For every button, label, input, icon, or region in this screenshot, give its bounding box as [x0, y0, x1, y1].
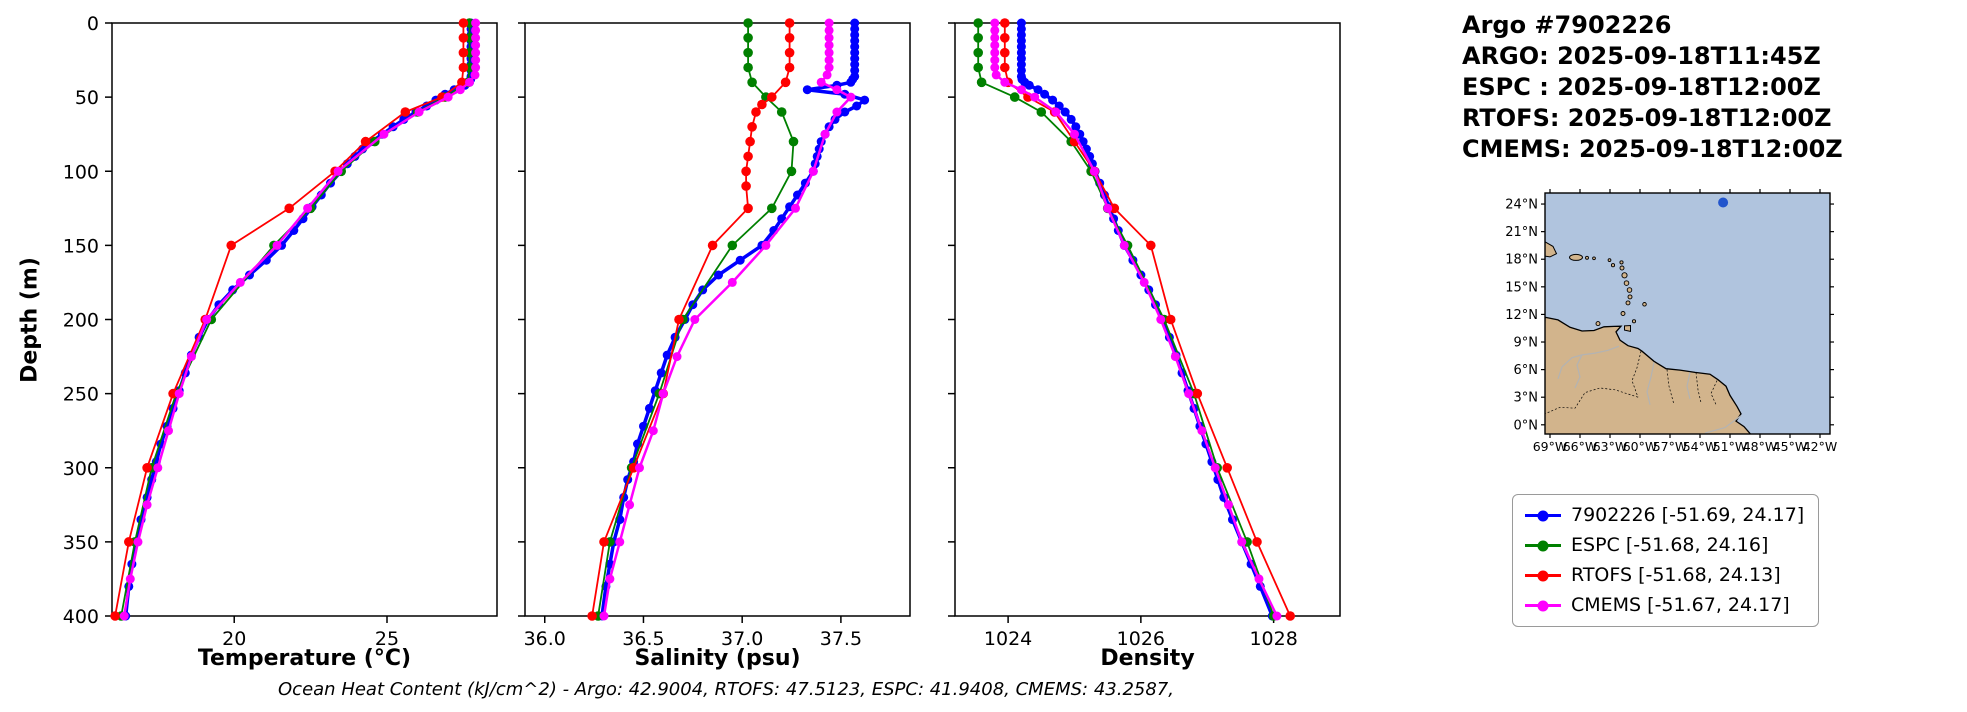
legend-marker-rtofs-icon	[1537, 570, 1549, 581]
legend-item-argo: 7902226 [-51.69, 24.17]	[1525, 503, 1804, 528]
ocean-heat-content-caption: Ocean Heat Content (kJ/cm^2) - Argo: 42.…	[278, 679, 1174, 700]
map-river	[1686, 372, 1691, 400]
series-ESPC-line	[597, 23, 795, 617]
legend-line-rtofs-icon	[1525, 570, 1561, 581]
svg-text:63°W: 63°W	[1593, 439, 1628, 454]
svg-text:36.0: 36.0	[524, 628, 566, 650]
svg-text:3°N: 3°N	[1514, 391, 1539, 406]
map-border	[1666, 369, 1675, 405]
svg-text:42°W: 42°W	[1803, 439, 1838, 454]
x-axis-title-density: Density	[1100, 646, 1195, 671]
svg-text:400: 400	[63, 606, 99, 628]
svg-text:1024: 1024	[984, 628, 1032, 650]
map-border	[1695, 372, 1702, 403]
svg-text:15°N: 15°N	[1505, 280, 1538, 295]
svg-text:200: 200	[63, 310, 99, 332]
svg-text:37.0: 37.0	[721, 628, 763, 650]
svg-text:25: 25	[375, 628, 399, 650]
svg-text:18°N: 18°N	[1505, 253, 1538, 268]
svg-text:100: 100	[63, 161, 99, 183]
svg-text:69°W: 69°W	[1533, 439, 1568, 454]
map-border	[1545, 387, 1639, 415]
map-river	[1646, 362, 1655, 405]
svg-text:1028: 1028	[1249, 628, 1297, 650]
svg-text:6°N: 6°N	[1514, 363, 1539, 378]
svg-text:350: 350	[63, 532, 99, 554]
info-line-cmems-time: CMEMS: 2025-09-18T12:00Z	[1462, 135, 1843, 163]
panel-ticks: 36.0 36.5 37.0 37.5	[518, 22, 862, 650]
legend-item-espc: ESPC [-51.68, 24.16]	[1525, 533, 1804, 558]
map-river	[1574, 354, 1583, 389]
svg-text:36.5: 36.5	[622, 628, 664, 650]
svg-text:57°W: 57°W	[1653, 439, 1688, 454]
svg-text:0: 0	[87, 13, 99, 35]
y-axis-label: Depth (m)	[17, 257, 43, 383]
float-position-dot	[1718, 197, 1729, 208]
panel-ticks: 1024 1026 1028	[948, 22, 1298, 650]
map-river	[1704, 415, 1742, 434]
x-axis-title-temperature: Temperature (°C)	[197, 646, 412, 671]
map-islands	[1545, 241, 1647, 333]
svg-text:24°N: 24°N	[1505, 198, 1538, 213]
map-border	[1631, 351, 1642, 398]
svg-text:66°W: 66°W	[1563, 439, 1598, 454]
panel-frame	[524, 22, 911, 617]
panel-frame	[111, 22, 498, 617]
svg-text:50: 50	[75, 87, 99, 109]
legend-label-espc: ESPC [-51.68, 24.16]	[1571, 534, 1769, 556]
svg-text:150: 150	[63, 235, 99, 257]
legend-item-cmems: CMEMS [-51.67, 24.17]	[1525, 593, 1804, 618]
info-line-rtofs-time: RTOFS: 2025-09-18T12:00Z	[1462, 104, 1832, 132]
legend-line-argo-icon	[1525, 510, 1561, 521]
panel-density: 1024 1026 1028	[948, 18, 1341, 650]
map-geography	[1545, 241, 1752, 434]
svg-text:45°W: 45°W	[1773, 439, 1808, 454]
legend-label-rtofs: RTOFS [-51.68, 24.13]	[1571, 564, 1781, 586]
svg-text:60°W: 60°W	[1623, 439, 1658, 454]
svg-text:54°W: 54°W	[1683, 439, 1718, 454]
series-RTOFS-line	[114, 23, 465, 617]
info-line-espc-time: ESPC : 2025-09-18T12:00Z	[1462, 73, 1821, 101]
svg-text:1026: 1026	[1117, 628, 1165, 650]
info-line-argo-time: ARGO: 2025-09-18T11:45Z	[1462, 42, 1821, 70]
svg-text:21°N: 21°N	[1505, 225, 1538, 240]
map-ticks-labels: 0°N 3°N 6°N 9°N 12°N 15°N 18°N 21°N 24°N 69°W66°W…	[1505, 189, 1837, 454]
info-line-platform: Argo #7902226	[1462, 11, 1672, 39]
location-map: 0°N 3°N 6°N 9°N 12°N 15°N 18°N 21°N 24°N 69°W66°W…	[1505, 189, 1837, 454]
svg-text:51°W: 51°W	[1713, 439, 1748, 454]
series-CMEMS-markers	[990, 18, 1282, 621]
legend-marker-cmems-icon	[1537, 600, 1549, 611]
legend-line-cmems-icon	[1525, 600, 1561, 611]
legend-item-rtofs: RTOFS [-51.68, 24.13]	[1525, 563, 1804, 588]
map-frame	[1544, 192, 1831, 435]
svg-text:300: 300	[63, 458, 99, 480]
panel-salinity: 36.0 36.5 37.0 37.5	[518, 18, 911, 650]
svg-text:37.5: 37.5	[820, 628, 862, 650]
x-axis-title-salinity: Salinity (psu)	[634, 646, 801, 671]
series-CMEMS-markers	[599, 18, 856, 621]
map-border	[1710, 380, 1718, 405]
series-CMEMS-markers	[119, 18, 481, 621]
series-RTOFS-markers	[587, 18, 795, 621]
svg-text:12°N: 12°N	[1505, 308, 1538, 323]
svg-text:48°W: 48°W	[1743, 439, 1778, 454]
svg-text:0°N: 0°N	[1514, 418, 1539, 433]
svg-text:9°N: 9°N	[1514, 336, 1539, 351]
legend-label-cmems: CMEMS [-51.67, 24.17]	[1571, 594, 1790, 616]
legend-box: 7902226 [-51.69, 24.17] ESPC [-51.68, 24…	[1512, 494, 1820, 627]
svg-text:20: 20	[222, 628, 246, 650]
legend-marker-espc-icon	[1537, 540, 1549, 551]
legend-marker-argo-icon	[1537, 510, 1549, 521]
svg-text:250: 250	[63, 384, 99, 406]
panel-frame	[954, 22, 1341, 617]
info-block: Argo #7902226 ARGO: 2025-09-18T11:45Z ES…	[1462, 10, 1843, 165]
series-RTOFS-line	[1003, 23, 1292, 617]
legend-line-espc-icon	[1525, 540, 1561, 551]
legend-label-argo: 7902226 [-51.69, 24.17]	[1571, 504, 1805, 526]
